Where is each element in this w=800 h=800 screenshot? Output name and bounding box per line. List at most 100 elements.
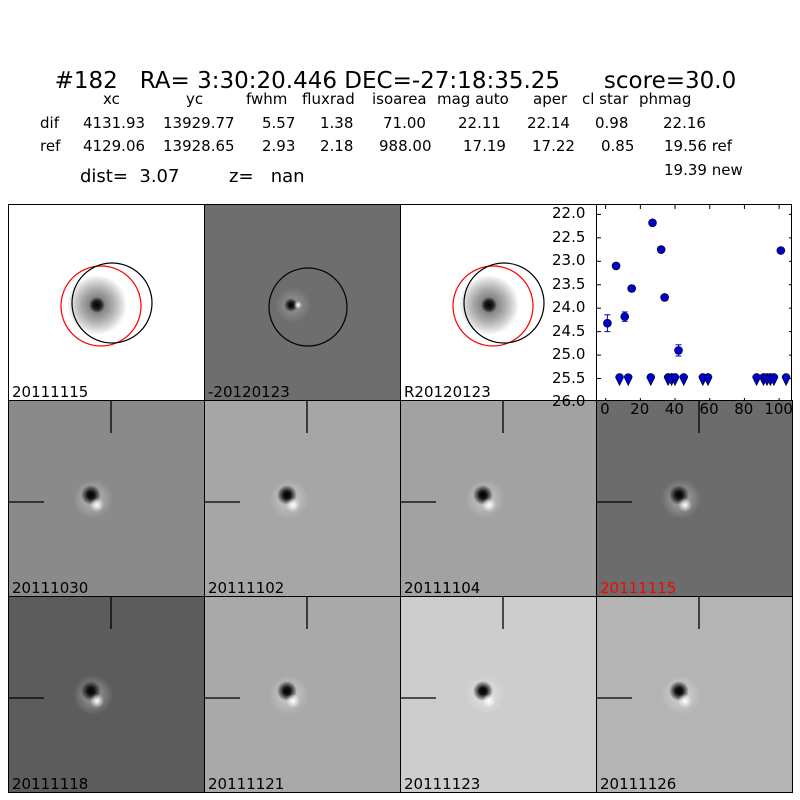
table-cell: 0.98 (595, 114, 629, 132)
upper-limit-marker (646, 373, 656, 387)
y-tick-label: 23.5 (552, 274, 586, 293)
table-cell: 71.00 (383, 114, 426, 132)
image-stamp: 20111115 (8, 204, 205, 401)
y-tick-label: 22.0 (552, 204, 586, 223)
col-header-phmag: phmag (639, 90, 692, 108)
y-tick-label: 24.5 (552, 321, 586, 340)
stamp-date-label: 20111102 (208, 579, 285, 597)
upper-limit-marker (769, 373, 779, 387)
image-stamp: 20111121 (204, 596, 401, 793)
table-cell: 22.11 (458, 114, 501, 132)
detection-point (656, 245, 666, 254)
detection-point (603, 318, 612, 328)
stamp-date-label: 20111126 (600, 775, 677, 793)
table-cell: 13929.77 (163, 114, 235, 132)
upper-limit-marker (752, 373, 761, 387)
source-bright (678, 694, 692, 708)
image-stamp: 20111123 (400, 596, 597, 793)
phmag-new: 19.39 new (664, 161, 743, 179)
table-cell: 17.22 (532, 137, 575, 155)
stamp-date-label: 20111118 (12, 775, 89, 793)
source-bright (90, 694, 104, 708)
aperture-circle-red (452, 265, 534, 347)
source-bright (286, 498, 300, 512)
table-cell: 22.16 (663, 114, 706, 132)
source-core (89, 297, 105, 313)
table-cell: 988.00 (379, 137, 432, 155)
stamp-date-label: 20111115 (600, 579, 677, 597)
upper-limit-marker (679, 373, 689, 387)
image-stamp: 20111115 (596, 400, 793, 597)
table-cell: 5.57 (262, 114, 296, 132)
aperture-circle-black (463, 262, 545, 344)
candidate-title: #182 RA= 3:30:20.446 DEC=-27:18:35.25 sc… (40, 42, 737, 94)
table-cell: 4131.93 (83, 114, 146, 132)
ra-value: RA= 3:30:20.446 (139, 68, 337, 94)
y-tick-label: 25.5 (552, 368, 586, 387)
source-bright (678, 498, 692, 512)
upper-limit-marker (781, 373, 791, 387)
source-core (481, 297, 497, 313)
detection-point (620, 312, 630, 321)
stamp-date-label: 20111123 (404, 775, 481, 793)
score-value: score=30.0 (603, 68, 737, 94)
x-tick-label: 80 (734, 400, 754, 418)
row-label-ref: ref (40, 137, 61, 155)
aperture-circle-black (71, 262, 153, 344)
source-bright (90, 498, 104, 512)
row-label-dif: dif (40, 114, 59, 132)
source-bright (482, 694, 496, 708)
image-stamp: 20111126 (596, 596, 793, 793)
detection-point (627, 284, 636, 293)
source-core (284, 298, 298, 312)
image-stamp: R20120123 (400, 204, 597, 401)
image-stamp: -20120123 (204, 204, 401, 401)
aperture-circle-red (60, 265, 142, 347)
x-tick-label: 100 (764, 400, 793, 418)
stamp-date-label: 20111030 (12, 579, 89, 597)
col-header-isoarea: isoarea (372, 90, 427, 108)
image-stamp: 20111118 (8, 596, 205, 793)
detection-point (674, 346, 683, 355)
col-header-xc: xc (103, 90, 120, 108)
upper-limit-marker (703, 373, 713, 387)
stamp-date-label: 20111115 (12, 383, 89, 401)
dec-value: DEC=-27:18:35.25 (344, 68, 561, 94)
y-tick-label: 25.0 (552, 345, 586, 364)
table-cell: 17.19 (463, 137, 506, 155)
upper-limit-marker (615, 373, 624, 387)
aperture-circle-black (268, 267, 348, 347)
stamp-date-label: -20120123 (208, 383, 290, 401)
stamp-date-label: 20111104 (404, 579, 481, 597)
detection-point (611, 261, 621, 271)
stamp-date-label: R20120123 (404, 383, 491, 401)
dist-value: dist= 3.07 (80, 166, 180, 187)
x-tick-label: 0 (600, 400, 610, 418)
table-cell: 1.38 (320, 114, 354, 132)
detection-point (660, 293, 669, 302)
table-cell: 4129.06 (83, 137, 146, 155)
table-cell: 0.85 (601, 137, 635, 155)
candidate-id: #182 (54, 68, 118, 94)
y-tick-label: 23.0 (552, 251, 586, 270)
x-tick-label: 60 (699, 400, 719, 418)
image-stamp: 20111030 (8, 400, 205, 597)
col-header-yc: yc (186, 90, 204, 108)
stamp-date-label: 20111121 (208, 775, 285, 793)
table-cell: 13928.65 (163, 137, 235, 155)
col-header-fluxrad: fluxrad (302, 90, 355, 108)
col-header-fwhm: fwhm (246, 90, 288, 108)
source-bright (286, 694, 300, 708)
table-cell: 19.56 ref (664, 137, 733, 155)
source-bright (482, 498, 496, 512)
col-header-aper: aper (533, 90, 568, 108)
light-curve-plot (596, 204, 792, 401)
table-cell: 2.18 (320, 137, 354, 155)
col-header-cl-star: cl star (582, 90, 629, 108)
image-stamp: 20111102 (204, 400, 401, 597)
col-header-mag-auto: mag auto (437, 90, 509, 108)
detection-point (776, 246, 786, 255)
detection-point (648, 218, 657, 228)
table-cell: 22.14 (527, 114, 570, 132)
upper-limit-marker (623, 373, 633, 387)
